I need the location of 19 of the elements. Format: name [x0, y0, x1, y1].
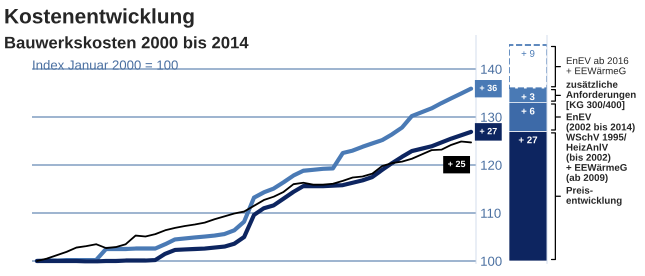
y-tick-label: 120 [481, 160, 502, 170]
annotation: + 27 [480, 128, 497, 134]
data-label: + 3 [522, 93, 535, 100]
y-tick-label: 110 [481, 208, 501, 218]
text: zusätzliche Anforderungen [KG 300/400] [566, 80, 636, 110]
annotation: + 36 [480, 84, 497, 92]
text: EnEV (2002 bis 2014) WSchV 1995/ HeizAnlV (bis 2002) + EEWärmeG (ab 2009) [566, 114, 635, 183]
data-label: + 27 [518, 136, 538, 144]
y-tick-label: 130 [481, 112, 502, 122]
text: Preis- entwicklung [566, 186, 622, 206]
annotation: Index Januar 2000 = 100 [33, 60, 178, 70]
chart-subtitle: Bauwerkskosten 2000 bis 2014 [5, 36, 248, 48]
data-label: + 9 [522, 50, 534, 57]
y-tick-label: 140 [481, 64, 502, 74]
chart-title: Kostenentwicklung [5, 8, 194, 28]
text: EnEV ab 2016 + EEWärmeG [566, 57, 628, 74]
data-label: + 6 [522, 108, 535, 115]
annotation: + 25 [448, 160, 466, 168]
y-tick-label: 100 [481, 256, 502, 266]
